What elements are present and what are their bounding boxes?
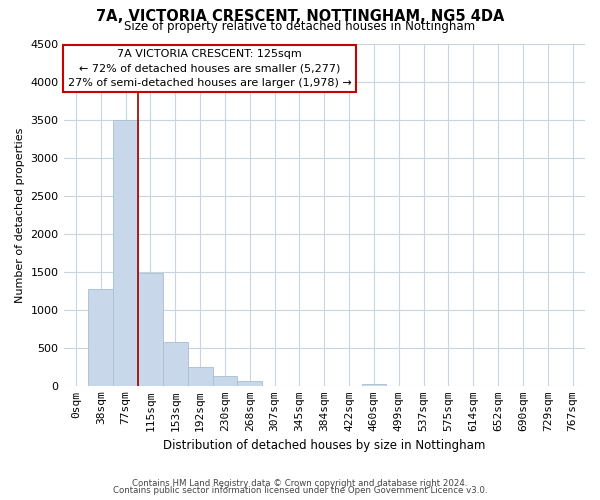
Text: Contains HM Land Registry data © Crown copyright and database right 2024.: Contains HM Land Registry data © Crown c… <box>132 478 468 488</box>
Bar <box>138 274 163 386</box>
Bar <box>113 120 138 386</box>
Bar <box>238 381 262 386</box>
Text: 7A VICTORIA CRESCENT: 125sqm
← 72% of detached houses are smaller (5,277)
27% of: 7A VICTORIA CRESCENT: 125sqm ← 72% of de… <box>68 49 352 88</box>
Bar <box>163 342 188 386</box>
Bar <box>188 367 212 386</box>
Y-axis label: Number of detached properties: Number of detached properties <box>15 127 25 302</box>
Text: 7A, VICTORIA CRESCENT, NOTTINGHAM, NG5 4DA: 7A, VICTORIA CRESCENT, NOTTINGHAM, NG5 4… <box>96 9 504 24</box>
X-axis label: Distribution of detached houses by size in Nottingham: Distribution of detached houses by size … <box>163 440 485 452</box>
Bar <box>362 384 386 386</box>
Text: Contains public sector information licensed under the Open Government Licence v3: Contains public sector information licen… <box>113 486 487 495</box>
Bar <box>88 290 113 386</box>
Bar <box>212 376 238 386</box>
Text: Size of property relative to detached houses in Nottingham: Size of property relative to detached ho… <box>124 20 476 33</box>
